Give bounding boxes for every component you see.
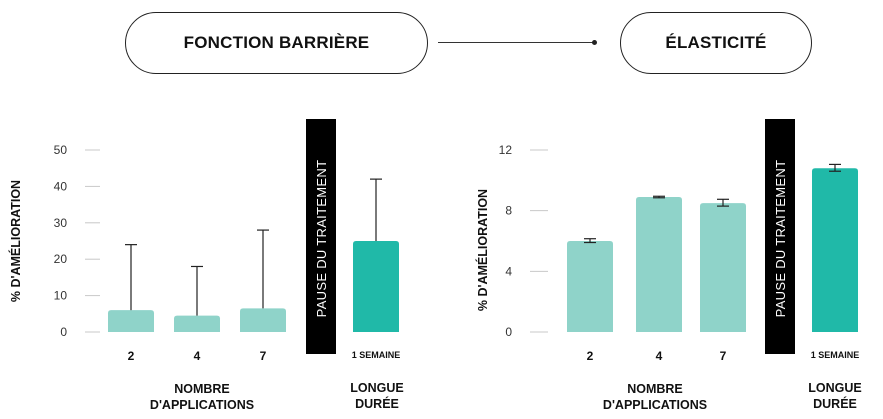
elasticity-category-label-7: 7 (720, 349, 727, 363)
barrier-group-label-long-term-line-2: DURÉE (355, 396, 399, 411)
elasticity-bar-4 (812, 168, 858, 332)
elasticity-group-label-applications-line-2: D'APPLICATIONS (603, 398, 707, 412)
elasticity-title-pill: ÉLASTICITÉ (620, 12, 812, 74)
barrier-category-label-4: 4 (194, 349, 201, 363)
elasticity-y-axis-label: % D'AMÉLIORATION (475, 189, 490, 311)
barrier-category-label-7: 7 (260, 349, 267, 363)
barrier-category-label-long-term: 1 SEMAINE (352, 350, 401, 360)
barrier-ytick-40: 40 (54, 179, 68, 193)
elasticity-group-label-long-term-line-2: DURÉE (813, 396, 857, 411)
flow-arrow-line (438, 42, 594, 43)
barrier-bar-1 (108, 310, 154, 332)
barrier-y-axis-label: % D'AMÉLIORATION (8, 180, 23, 302)
elasticity-ytick-12: 12 (499, 143, 513, 157)
barrier-ytick-50: 50 (54, 143, 68, 157)
elasticity-bar-2 (636, 197, 682, 332)
elasticity-ytick-8: 8 (505, 204, 512, 218)
barrier-bar-2 (174, 315, 220, 332)
barrier-function-title-pill: FONCTION BARRIÈRE (125, 12, 428, 74)
barrier-function-title: FONCTION BARRIÈRE (183, 33, 370, 52)
barrier-pause-band (306, 119, 336, 354)
barrier-ytick-10: 10 (54, 289, 68, 303)
barrier-pause-label: PAUSE DU TRAITEMENT (314, 160, 329, 318)
elasticity-group-label-long-term-line-1: LONGUE (808, 381, 861, 395)
barrier-group-label-long-term-line-1: LONGUE (350, 381, 403, 395)
barrier-category-label-2: 2 (128, 349, 135, 363)
elasticity-ytick-0: 0 (505, 325, 512, 339)
barrier-ytick-20: 20 (54, 252, 68, 266)
elasticity-title: ÉLASTICITÉ (665, 33, 767, 52)
barrier-group-label-applications-line-2: D'APPLICATIONS (150, 398, 254, 412)
elasticity-category-label-2: 2 (587, 349, 594, 363)
elasticity-pause-band (765, 119, 795, 354)
barrier-group-label-applications-line-1: NOMBRE (174, 382, 230, 396)
elasticity-group-label-applications-line-1: NOMBRE (627, 382, 683, 396)
elasticity-category-label-4: 4 (656, 349, 663, 363)
elasticity-bar-3 (700, 203, 746, 332)
barrier-ytick-30: 30 (54, 216, 68, 230)
elasticity-pause-label: PAUSE DU TRAITEMENT (773, 160, 788, 318)
barrier-ytick-0: 0 (60, 325, 67, 339)
barrier-bar-3 (240, 308, 286, 332)
flow-arrow-head (592, 40, 597, 45)
elasticity-ytick-4: 4 (505, 264, 512, 278)
elasticity-category-label-long-term: 1 SEMAINE (811, 350, 860, 360)
elasticity-bar-1 (567, 241, 613, 332)
barrier-bar-4 (353, 241, 399, 332)
